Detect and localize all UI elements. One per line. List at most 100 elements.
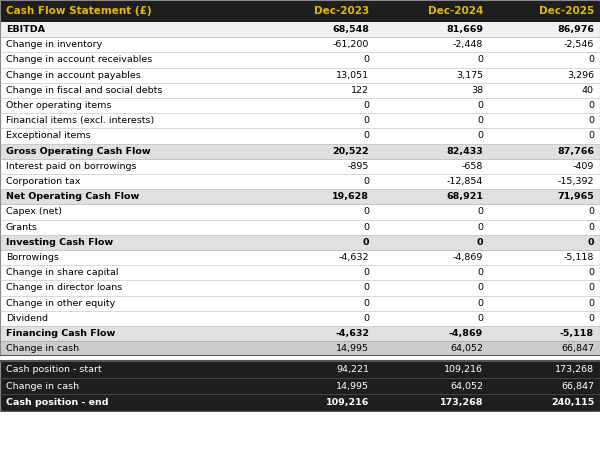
Bar — [375, 128, 489, 144]
Text: 0: 0 — [588, 314, 594, 323]
Text: 240,115: 240,115 — [551, 398, 594, 407]
Text: 0: 0 — [477, 55, 483, 65]
Bar — [489, 83, 600, 98]
Bar — [261, 204, 375, 219]
Text: 0: 0 — [477, 132, 483, 140]
Bar — [489, 174, 600, 189]
Bar — [375, 265, 489, 280]
Bar — [489, 378, 600, 395]
Bar — [261, 113, 375, 128]
Bar — [0, 52, 261, 67]
Bar — [375, 280, 489, 296]
Text: 20,522: 20,522 — [332, 147, 369, 156]
Text: -4,869: -4,869 — [449, 329, 483, 338]
Bar — [261, 341, 375, 356]
Text: -409: -409 — [572, 162, 594, 171]
Bar — [489, 361, 600, 378]
Bar — [261, 235, 375, 250]
Text: 0: 0 — [587, 238, 594, 247]
Text: -15,392: -15,392 — [557, 177, 594, 186]
Bar — [0, 296, 261, 311]
Bar — [0, 361, 261, 378]
Text: 0: 0 — [588, 284, 594, 292]
Bar — [261, 296, 375, 311]
Bar — [489, 265, 600, 280]
Bar — [0, 395, 261, 411]
Text: 0: 0 — [477, 101, 483, 110]
Bar — [375, 235, 489, 250]
Text: 0: 0 — [588, 116, 594, 125]
Text: Dec-2024: Dec-2024 — [428, 6, 483, 16]
Bar — [375, 22, 489, 37]
Bar — [0, 250, 261, 265]
Bar — [489, 311, 600, 326]
Bar — [0, 22, 261, 37]
Bar — [0, 189, 261, 204]
Bar — [375, 67, 489, 83]
Text: 38: 38 — [471, 86, 483, 95]
Text: 66,847: 66,847 — [561, 344, 594, 353]
Bar — [0, 326, 261, 341]
Bar — [489, 250, 600, 265]
Bar — [489, 219, 600, 235]
Text: 0: 0 — [363, 284, 369, 292]
Text: 0: 0 — [363, 55, 369, 65]
Bar — [375, 113, 489, 128]
Bar — [261, 265, 375, 280]
Bar — [261, 378, 375, 395]
Text: 0: 0 — [476, 238, 483, 247]
Text: 109,216: 109,216 — [326, 398, 369, 407]
Text: 82,433: 82,433 — [446, 147, 483, 156]
Text: -12,854: -12,854 — [446, 177, 483, 186]
Bar — [375, 296, 489, 311]
Bar — [261, 128, 375, 144]
Text: -2,546: -2,546 — [563, 40, 594, 49]
Bar — [0, 341, 261, 356]
Bar — [489, 0, 600, 22]
Bar — [261, 250, 375, 265]
Text: 14,995: 14,995 — [336, 344, 369, 353]
Bar — [375, 361, 489, 378]
Text: 0: 0 — [588, 207, 594, 217]
Text: -895: -895 — [347, 162, 369, 171]
Bar — [375, 204, 489, 219]
Bar — [375, 52, 489, 67]
Bar — [0, 159, 261, 174]
Text: 3,175: 3,175 — [456, 71, 483, 80]
Bar — [0, 0, 261, 22]
Bar — [0, 113, 261, 128]
Text: Other operating items: Other operating items — [6, 101, 112, 110]
Bar — [489, 22, 600, 37]
Bar — [0, 174, 261, 189]
Bar — [375, 159, 489, 174]
Bar — [375, 395, 489, 411]
Bar — [261, 326, 375, 341]
Text: 40: 40 — [582, 86, 594, 95]
Text: 0: 0 — [588, 101, 594, 110]
Bar — [375, 98, 489, 113]
Text: 0: 0 — [363, 299, 369, 308]
Text: 0: 0 — [588, 268, 594, 277]
Bar — [261, 52, 375, 67]
Text: 0: 0 — [363, 101, 369, 110]
Text: 71,965: 71,965 — [557, 192, 594, 201]
Bar — [375, 83, 489, 98]
Text: 0: 0 — [477, 314, 483, 323]
Bar — [489, 235, 600, 250]
Text: 0: 0 — [588, 55, 594, 65]
Bar — [261, 159, 375, 174]
Text: 0: 0 — [363, 314, 369, 323]
Bar — [261, 83, 375, 98]
Text: 0: 0 — [477, 299, 483, 308]
Text: 13,051: 13,051 — [336, 71, 369, 80]
Bar — [261, 22, 375, 37]
Bar — [375, 219, 489, 235]
Text: 0: 0 — [363, 268, 369, 277]
Text: Exceptional items: Exceptional items — [6, 132, 91, 140]
Text: 94,221: 94,221 — [336, 365, 369, 374]
Text: EBITDA: EBITDA — [6, 25, 45, 34]
Bar — [261, 311, 375, 326]
Text: 0: 0 — [588, 299, 594, 308]
Text: 66,847: 66,847 — [561, 382, 594, 391]
Bar — [261, 189, 375, 204]
